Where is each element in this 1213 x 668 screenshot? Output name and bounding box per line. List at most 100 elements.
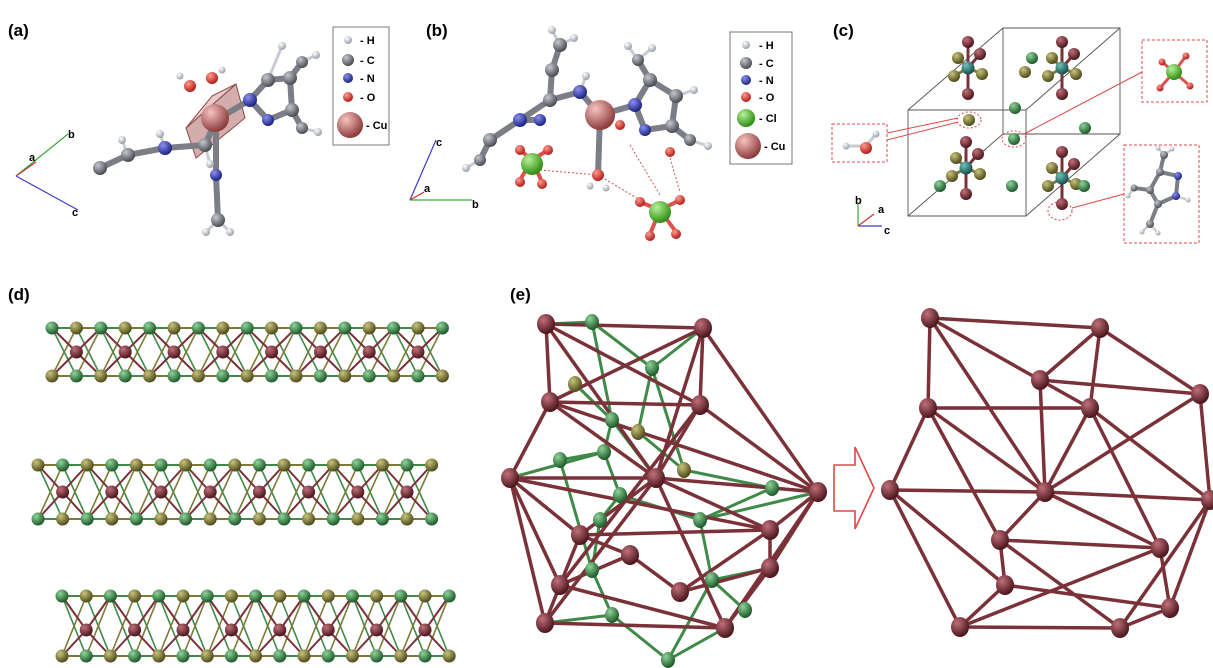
cell-ligand-atom (1056, 198, 1068, 210)
chain-metal-atom (321, 623, 335, 637)
legend-b-h: - H (759, 40, 774, 52)
net-node-green (597, 444, 611, 460)
cu-atom-b (585, 100, 615, 130)
net-node (536, 613, 554, 633)
axis-c-label-a: c (72, 207, 78, 219)
cell-anion-atom (1079, 122, 1091, 134)
unit-cell-atoms (934, 36, 1091, 210)
chain-atom (103, 589, 117, 603)
chain-metal-atom (313, 345, 327, 359)
chain-atom (56, 458, 70, 472)
chain-atom (152, 649, 166, 663)
net-node (1151, 538, 1169, 558)
chain-metal-atom (176, 623, 190, 637)
chain-atom (302, 512, 316, 526)
net-node-green (677, 462, 691, 478)
chain-atom (80, 458, 94, 472)
chain-atom (400, 458, 414, 472)
chain-atom (387, 369, 401, 383)
chain-atom (289, 321, 303, 335)
chain-atom (129, 458, 143, 472)
axis-c-label-b: c (436, 137, 442, 149)
legend-a-o: - O (360, 92, 376, 104)
net-node-green (645, 360, 659, 376)
chain-atom (45, 369, 59, 383)
net-node-green (613, 487, 627, 503)
net-node-green (605, 412, 619, 428)
cell-ligand-atom (950, 152, 962, 164)
panel-c-structure: b a c (831, 27, 1208, 244)
cell-cu-atom (959, 161, 973, 175)
axis-b-label-a: b (68, 129, 75, 141)
chain-atom (55, 649, 69, 663)
net-node (571, 525, 589, 545)
chain-atom (394, 589, 408, 603)
chain-atom (252, 458, 266, 472)
chain-atom (31, 512, 45, 526)
chain-atom (179, 512, 193, 526)
chain-atom (105, 458, 119, 472)
cell-ligand-atom (974, 168, 986, 180)
chain-atom (203, 458, 217, 472)
cell-ligand-atom (1046, 162, 1058, 174)
chain-atom (249, 649, 263, 663)
chain-atom (313, 321, 327, 335)
chain-atom (154, 458, 168, 472)
chain-metal-atom (128, 623, 142, 637)
net-node (1191, 384, 1209, 404)
chain-atom (362, 321, 376, 335)
axis-c-label-c: c (884, 225, 890, 237)
panel-a-structure: b a c (15, 26, 390, 236)
chain-atom (224, 649, 238, 663)
panel-b-molecule (462, 26, 712, 241)
net-node-green (693, 512, 707, 528)
net-node (541, 392, 559, 412)
cell-ligand-atom (1068, 48, 1080, 60)
cell-cu-atom (1055, 61, 1069, 75)
chain-atom (216, 321, 230, 335)
chain-atom (411, 321, 425, 335)
chain-atom (411, 369, 425, 383)
legend-a-h: - H (360, 35, 375, 47)
chain-atom (118, 369, 132, 383)
cell-anion-atom (1008, 133, 1020, 145)
chain-atom (326, 458, 340, 472)
cell-anion-atom (934, 180, 946, 192)
net-node (996, 575, 1014, 595)
net-node (1201, 490, 1213, 510)
cell-anion-atom (1009, 102, 1021, 114)
chain-atom (80, 512, 94, 526)
chain-atom (191, 369, 205, 383)
net-node (671, 582, 689, 602)
chain-metal-atom (224, 623, 238, 637)
net-node (1031, 370, 1049, 390)
chain-atom (297, 589, 311, 603)
chain-atom (200, 649, 214, 663)
chain-atom (442, 589, 456, 603)
net-node (691, 395, 709, 415)
legend-a: - H - C - N - O - Cu (332, 26, 390, 146)
chain-atom (338, 369, 352, 383)
chain-atom (265, 321, 279, 335)
chain-atom (435, 321, 449, 335)
net-node-green (585, 314, 599, 330)
net-node (951, 617, 969, 637)
net-node-green (738, 602, 752, 618)
net-node (1091, 318, 1109, 338)
cell-ligand-atom (1056, 146, 1068, 158)
net-node-green (765, 480, 779, 496)
chain-atom (375, 458, 389, 472)
chain-atom (69, 369, 83, 383)
cell-anion-atom (1006, 180, 1018, 192)
chain-atom (224, 589, 238, 603)
chain-atom (167, 321, 181, 335)
cell-anion-atom (963, 114, 975, 126)
chain-metal-atom (351, 485, 365, 499)
chain-metal-atom (302, 485, 316, 499)
cell-ligand-atom (976, 68, 988, 80)
net-node (694, 318, 712, 338)
panel-b-structure: c a b (409, 26, 793, 241)
chain-atom (79, 649, 93, 663)
chain-atom (203, 512, 217, 526)
chain-atom (154, 512, 168, 526)
